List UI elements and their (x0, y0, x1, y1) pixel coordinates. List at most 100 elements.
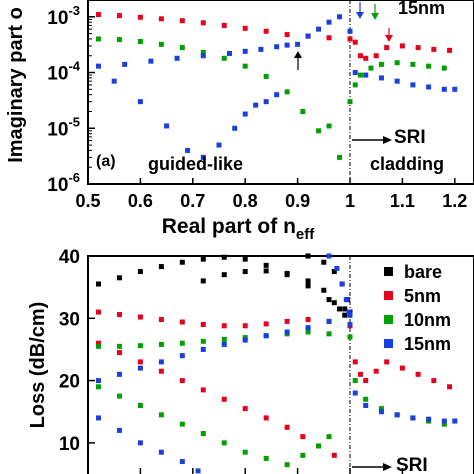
data-point (352, 82, 358, 88)
data-point (242, 111, 248, 117)
data-point (347, 312, 353, 318)
data-point (158, 341, 164, 347)
data-point (221, 272, 227, 278)
data-point (158, 41, 164, 47)
data-point (394, 412, 400, 418)
data-point (200, 278, 206, 284)
data-point (185, 147, 191, 153)
data-point (343, 297, 349, 303)
bottom-plot-frame (87, 255, 474, 474)
top-xtick-label: 0.9 (285, 191, 310, 211)
data-point (95, 36, 101, 42)
data-point (221, 55, 227, 61)
bottom-panel: 10 20 30 40 Loss (dB/cm) SRI bare 5nm 10nm 15n… (27, 247, 474, 474)
data-point (284, 42, 290, 48)
top-xtick-label: 0.8 (233, 191, 258, 211)
data-point (263, 321, 269, 327)
data-point (221, 323, 227, 329)
data-point (399, 43, 405, 49)
annotation-sri-bottom: SRI (396, 455, 428, 474)
data-point (284, 462, 290, 468)
arrow-red (385, 28, 393, 42)
data-point (263, 455, 269, 461)
data-point (137, 365, 143, 371)
data-point (179, 378, 185, 384)
data-point (137, 39, 143, 45)
data-point (200, 387, 206, 393)
data-point (137, 402, 143, 408)
data-point (95, 340, 101, 346)
data-point (116, 427, 122, 433)
arrow-blue (356, 2, 364, 19)
data-point (326, 123, 332, 129)
data-point (284, 32, 290, 38)
data-point (221, 396, 227, 402)
data-point (337, 306, 343, 312)
data-point (253, 102, 259, 108)
data-point (342, 312, 348, 318)
data-point (326, 434, 332, 440)
data-point (441, 65, 447, 71)
legend-swatch (384, 339, 393, 348)
data-point (394, 60, 400, 66)
data-point (263, 268, 269, 274)
data-point (326, 253, 332, 259)
data-point (95, 11, 101, 17)
data-point (347, 334, 353, 340)
data-point (357, 72, 363, 78)
data-point (331, 269, 337, 275)
data-point (316, 443, 322, 449)
data-point (274, 44, 280, 50)
data-point (284, 424, 290, 430)
data-point (305, 33, 311, 39)
data-point (200, 20, 206, 26)
data-point (242, 323, 248, 329)
data-point (179, 459, 185, 465)
data-point (284, 89, 290, 95)
data-point (95, 309, 101, 315)
data-point (200, 154, 206, 160)
data-point (263, 262, 269, 268)
legend-swatch (384, 267, 393, 276)
data-point (363, 72, 369, 78)
data-point (179, 45, 185, 51)
data-point (137, 269, 143, 275)
data-point (274, 92, 280, 98)
data-point (242, 48, 248, 54)
data-point (363, 396, 369, 402)
data-point (447, 384, 453, 390)
annotation-guided-like: guided-like (148, 154, 243, 174)
data-point (378, 406, 384, 412)
data-point (116, 37, 122, 43)
data-point (352, 378, 358, 384)
data-point (321, 259, 327, 265)
data-point (242, 449, 248, 455)
data-point (200, 256, 206, 262)
top-plot-frame (87, 0, 474, 185)
data-point (300, 452, 306, 458)
data-point (347, 36, 353, 42)
data-point (179, 340, 185, 346)
data-point (352, 390, 358, 396)
data-point (148, 58, 154, 64)
data-point (242, 269, 248, 275)
data-point (221, 254, 227, 260)
data-point (221, 341, 227, 347)
data-point (116, 350, 122, 356)
data-point (95, 378, 101, 384)
top-xtick-label: 1.1 (390, 191, 415, 211)
data-point (221, 336, 227, 342)
panel-label-a: (a) (96, 153, 116, 170)
data-point (384, 45, 390, 51)
legend-label: 15nm (404, 334, 451, 354)
arrow-green (371, 4, 379, 20)
top-xtick-label: 0.6 (128, 191, 153, 211)
data-point (179, 18, 185, 24)
data-point (116, 343, 122, 349)
top-ytick-label: 10-5 (47, 114, 80, 140)
data-point (158, 412, 164, 418)
sri-arrowhead-top (383, 136, 392, 144)
data-point (378, 409, 384, 415)
data-point (363, 55, 369, 61)
legend-swatch (384, 315, 393, 324)
